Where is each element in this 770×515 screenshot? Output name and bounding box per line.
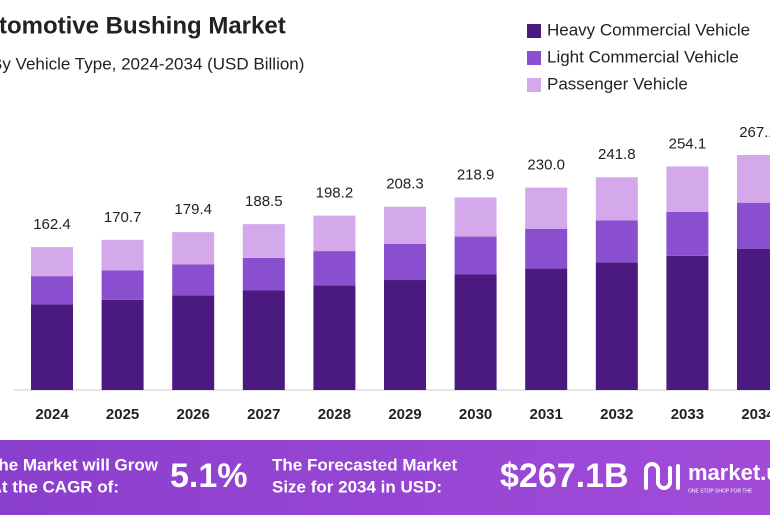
bar-segment — [525, 268, 568, 390]
legend-swatch — [527, 78, 541, 92]
total-label: 170.7 — [104, 209, 142, 226]
brand: market.us — [688, 460, 770, 485]
cagr-text: The Market will Grow — [0, 455, 159, 474]
bar-segment — [737, 155, 770, 203]
bar-segment — [101, 239, 144, 271]
brand-logo — [644, 462, 680, 490]
bar-segment — [313, 215, 356, 252]
bar-segment — [595, 220, 638, 263]
bar-segment — [666, 211, 709, 256]
x-tick-label: 2032 — [600, 406, 633, 423]
legend-label: Passenger Vehicle — [547, 74, 688, 93]
cagr-text: At the CAGR of: — [0, 477, 119, 496]
x-tick-label: 2024 — [35, 406, 69, 423]
bar-segment — [384, 243, 426, 281]
x-tick-label: 2030 — [459, 406, 492, 423]
forecast-text: The Forecasted Market — [272, 455, 458, 474]
bar-segment — [313, 251, 356, 286]
bar-segment — [595, 177, 638, 221]
bar-segment — [242, 290, 285, 390]
cagr-value: 5.1% — [170, 457, 248, 495]
bar-segment — [666, 255, 709, 390]
bar-segment — [454, 236, 497, 275]
tagline: ONE STOP SHOP FOR THE — [688, 488, 753, 494]
forecast-value: $267.1B — [500, 457, 629, 495]
bar-segment — [525, 187, 568, 229]
bar-segment — [31, 304, 73, 390]
x-tick-label: 2031 — [530, 406, 563, 423]
total-label: 179.4 — [174, 201, 212, 218]
bar-segment — [242, 224, 285, 258]
legend-label: Light Commercial Vehicle — [547, 47, 739, 66]
x-tick-label: 2034 — [741, 406, 770, 423]
total-label: 188.5 — [245, 193, 283, 210]
legend-swatch — [527, 24, 541, 38]
bar-segment — [666, 166, 709, 212]
total-label: 162.4 — [33, 216, 71, 233]
total-label: 241.8 — [598, 146, 636, 163]
bar-segment — [384, 280, 426, 390]
x-tick-label: 2029 — [388, 406, 421, 423]
chart-subtitle: By Vehicle Type, 2024-2034 (USD Billion) — [0, 54, 304, 73]
total-label: 230.0 — [527, 157, 565, 174]
x-tick-label: 2028 — [318, 406, 351, 423]
bar-segment — [737, 248, 770, 390]
bar-segment — [595, 262, 638, 390]
bar-segment — [101, 270, 144, 300]
total-label: 198.2 — [316, 185, 354, 202]
bar-segment — [172, 295, 215, 390]
x-tick-label: 2025 — [106, 406, 139, 423]
forecast-text: Size for 2034 in USD: — [272, 477, 442, 496]
total-label: 208.3 — [386, 176, 424, 193]
total-label: 218.9 — [457, 166, 495, 183]
bar-segment — [31, 276, 73, 305]
bar-segment — [31, 247, 73, 277]
x-tick-label: 2026 — [177, 406, 210, 423]
total-label: 267.1 — [739, 124, 770, 141]
bar-segment — [101, 299, 144, 390]
bar-segment — [172, 264, 215, 296]
footer-band — [0, 440, 770, 515]
total-label: 254.1 — [669, 135, 707, 152]
bar-segment — [384, 206, 426, 244]
legend-swatch — [527, 51, 541, 65]
bar-segment — [737, 202, 770, 249]
legend-label: Heavy Commercial Vehicle — [547, 20, 750, 39]
bar-segment — [454, 274, 497, 390]
bar-segment — [172, 232, 215, 265]
chart-title: Automotive Bushing Market — [0, 12, 286, 39]
bar-segment — [454, 197, 497, 237]
x-tick-label: 2027 — [247, 406, 280, 423]
bar-segment — [242, 257, 285, 291]
bar-segment — [525, 228, 568, 269]
bar-segment — [313, 285, 356, 390]
x-tick-label: 2033 — [671, 406, 704, 423]
